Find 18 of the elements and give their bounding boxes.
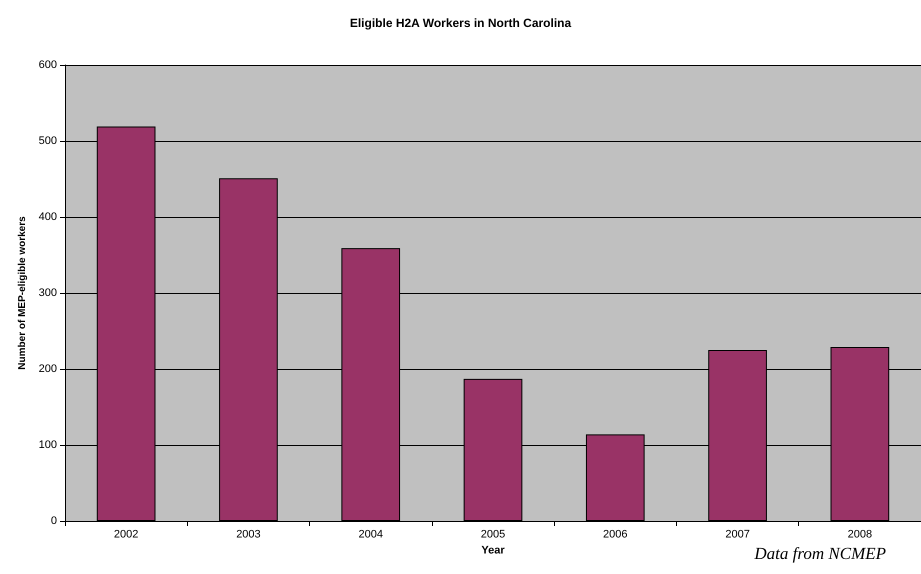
y-tick-label: 400 [38,211,57,223]
x-tick-label: 2003 [236,528,261,540]
y-tick-label: 0 [50,515,57,527]
x-tick-label: 2008 [848,528,872,540]
x-tick-label: 2004 [358,528,383,540]
x-tick-label: 2005 [480,528,506,540]
y-tick-label: 500 [38,135,57,147]
x-tick-label: 2007 [725,528,750,540]
y-tick-label: 100 [38,439,57,451]
y-tick-label: 300 [38,287,57,299]
y-tick-label: 200 [38,363,57,375]
text: Data from NCMEP [753,544,886,563]
chart-title: Eligible H2A Workers in North Carolina [350,16,572,30]
y-axis-title: Number of MEP-eligible workers [17,216,28,370]
y-tick-label: 600 [38,59,57,71]
x-tick-label: 2002 [114,528,138,540]
x-axis-title: Year [481,544,506,556]
x-tick-label: 2006 [603,528,628,540]
